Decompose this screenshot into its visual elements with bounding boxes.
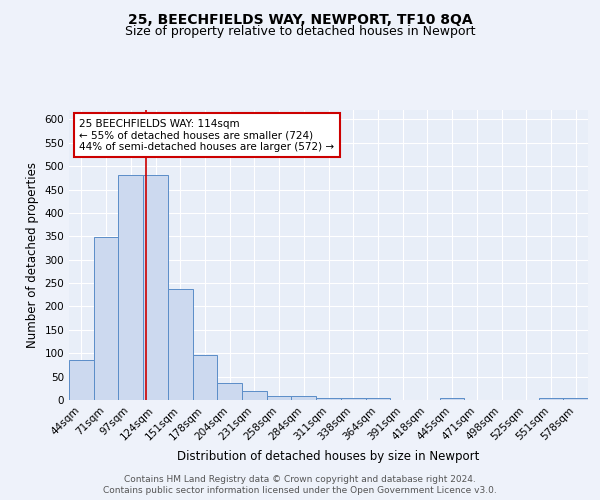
Bar	[242, 390, 267, 400]
Y-axis label: Number of detached properties: Number of detached properties	[26, 162, 39, 348]
Bar	[267, 396, 292, 400]
Bar	[539, 398, 563, 400]
Bar	[292, 396, 316, 400]
Text: Contains HM Land Registry data © Crown copyright and database right 2024.: Contains HM Land Registry data © Crown c…	[124, 474, 476, 484]
Bar	[365, 398, 390, 400]
Text: Contains public sector information licensed under the Open Government Licence v3: Contains public sector information licen…	[103, 486, 497, 495]
Text: Size of property relative to detached houses in Newport: Size of property relative to detached ho…	[125, 25, 475, 38]
Text: 25 BEECHFIELDS WAY: 114sqm
← 55% of detached houses are smaller (724)
44% of sem: 25 BEECHFIELDS WAY: 114sqm ← 55% of deta…	[79, 118, 335, 152]
Bar	[69, 360, 94, 400]
Bar	[94, 237, 118, 400]
Bar	[143, 176, 168, 400]
Bar	[563, 398, 588, 400]
X-axis label: Distribution of detached houses by size in Newport: Distribution of detached houses by size …	[178, 450, 479, 463]
Text: 25, BEECHFIELDS WAY, NEWPORT, TF10 8QA: 25, BEECHFIELDS WAY, NEWPORT, TF10 8QA	[128, 12, 472, 26]
Bar	[440, 398, 464, 400]
Bar	[168, 289, 193, 400]
Bar	[118, 176, 143, 400]
Bar	[193, 354, 217, 400]
Bar	[316, 398, 341, 400]
Bar	[217, 382, 242, 400]
Bar	[341, 398, 365, 400]
